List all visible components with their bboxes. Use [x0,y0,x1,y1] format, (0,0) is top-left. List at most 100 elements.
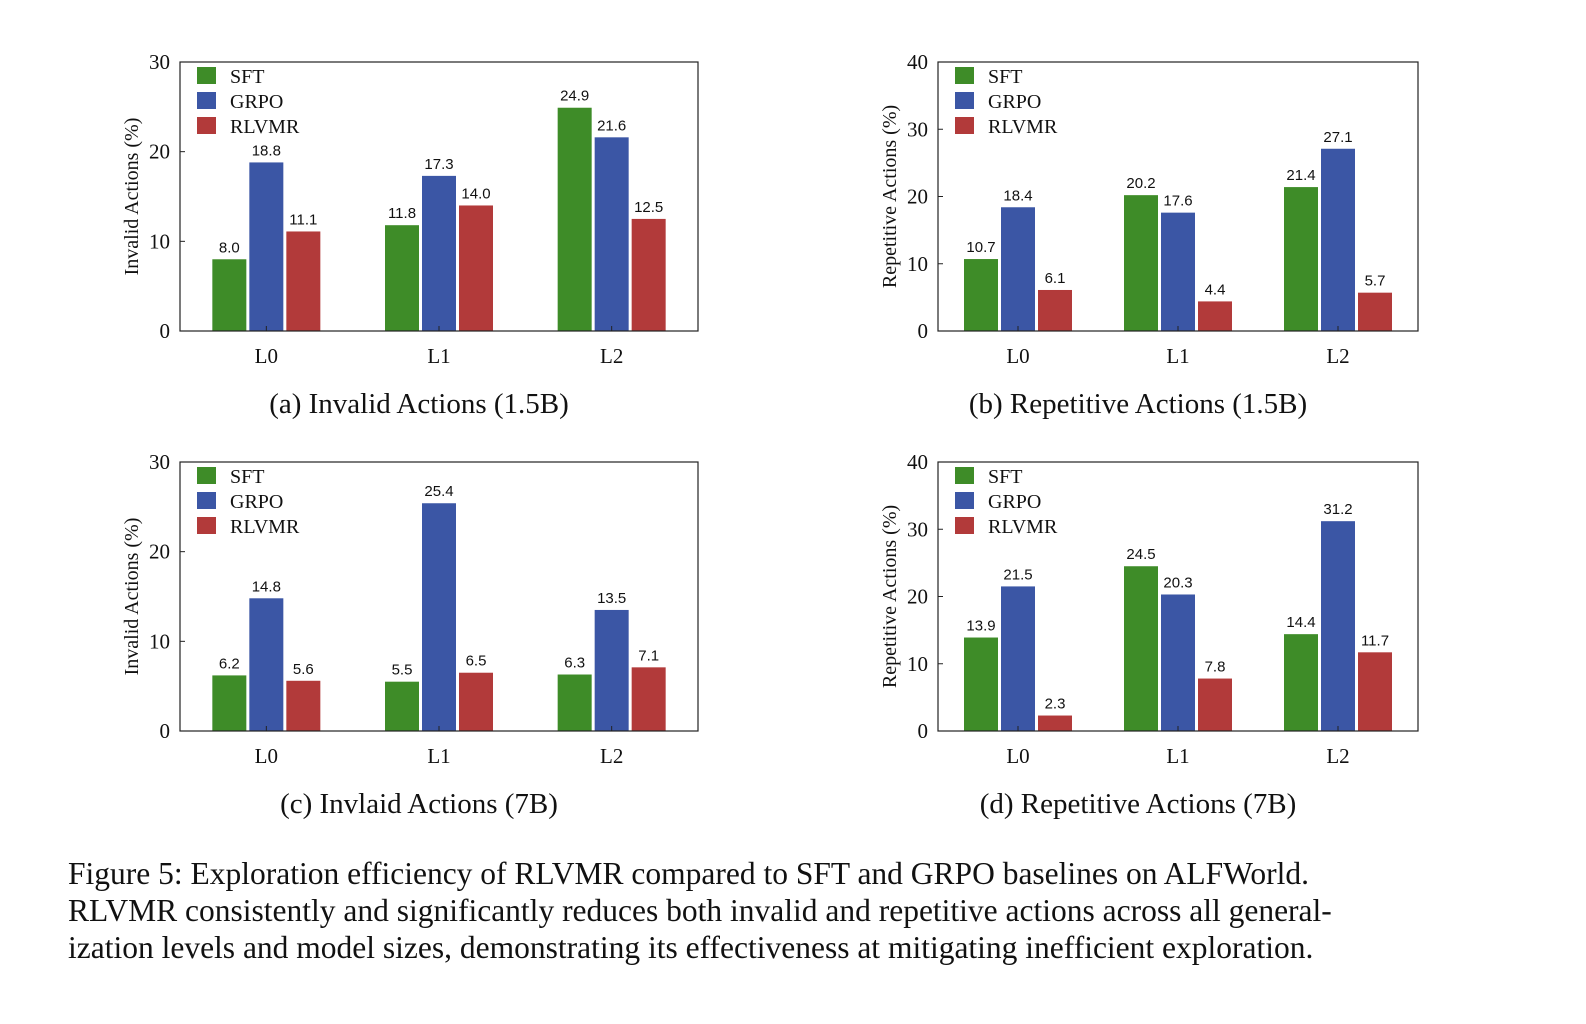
bar-sft-l0 [212,675,247,731]
legend-swatch [197,67,216,84]
bar-value-label: 8.0 [219,239,240,256]
bar-grpo-l2 [1321,521,1355,731]
x-tick-label: L0 [255,744,278,768]
legend-label: SFT [230,466,264,488]
y-tick-label: 30 [149,450,170,474]
x-tick-label: L1 [427,344,450,368]
figure-caption-line: Figure 5: Exploration efficiency of RLVM… [68,856,1310,891]
y-tick-label: 20 [149,140,170,164]
bar-value-label: 21.5 [1003,566,1032,583]
y-tick-label: 10 [907,652,928,676]
legend-swatch [955,67,974,84]
legend-label: GRPO [988,91,1041,113]
y-axis-label: Invalid Actions (%) [121,518,143,676]
x-tick-label: L0 [1006,744,1029,768]
legend-swatch [955,117,974,134]
y-tick-label: 20 [907,585,928,609]
legend-label: SFT [230,66,264,88]
subfigure-caption: (c) Invlaid Actions (7B) [280,788,558,820]
bar-rlvmr-l2 [1358,292,1392,331]
bar-value-label: 2.3 [1045,696,1066,713]
bar-rlvmr-l2 [631,218,666,331]
bar-value-label: 12.5 [634,199,663,216]
bar-value-label: 21.4 [1286,167,1315,184]
bar-value-label: 14.8 [252,578,281,595]
bar-rlvmr-l0 [286,231,321,331]
bar-value-label: 24.9 [560,88,589,105]
bar-grpo-l1 [1161,212,1195,331]
bar-rlvmr-l1 [459,205,493,331]
bar-value-label: 17.6 [1163,193,1192,210]
bar-value-label: 11.8 [388,205,416,222]
figure-caption: Figure 5: Exploration efficiency of RLVM… [68,855,1528,966]
bar-value-label: 25.4 [424,483,453,500]
bar-rlvmr-l1 [459,672,493,731]
y-axis-label: Repetitive Actions (%) [879,505,901,688]
bar-grpo-l0 [249,162,284,331]
bar-sft-l0 [212,259,247,331]
y-tick-label: 10 [149,629,170,653]
legend-swatch [197,117,216,134]
bar-value-label: 13.9 [966,618,995,635]
bar-grpo-l1 [422,503,456,731]
y-tick-label: 0 [918,719,929,743]
bar-rlvmr-l0 [1038,289,1072,331]
bar-sft-l2 [1284,187,1318,331]
bar-value-label: 13.5 [597,590,626,607]
legend-swatch [197,467,216,484]
x-tick-label: L1 [1166,344,1189,368]
legend-label: RLVMR [988,116,1058,138]
y-tick-label: 40 [907,50,928,74]
y-tick-label: 30 [149,50,170,74]
bar-sft-l1 [1124,566,1158,731]
chart-svg: 10.7 18.4 6.1 L0 20.2 17.6 4.4 L1 21.4 27.1 5.7 L2 0… [879,50,1419,368]
bar-value-label: 5.5 [392,662,413,679]
bar-grpo-l0 [249,598,284,731]
bar-rlvmr-l0 [286,680,321,731]
chart-invalid-actions-7b: 6.2 14.8 5.6 L0 5.5 25.4 6.5 L1 6.3 13.5 7.1 L2 0 10 2… [121,450,850,830]
legend-swatch [197,92,216,109]
y-tick-label: 0 [160,319,171,343]
bar-sft-l2 [1284,634,1318,731]
subfigure-caption: (a) Invalid Actions (1.5B) [269,388,569,420]
bar-sft-l1 [1124,195,1158,331]
legend-swatch [197,492,216,509]
y-tick-label: 20 [907,185,928,209]
bar-grpo-l1 [422,175,456,331]
bar-grpo-l0 [1001,586,1035,731]
bar-sft-l2 [557,674,592,731]
y-tick-label: 30 [907,517,928,541]
bar-value-label: 27.1 [1323,129,1352,146]
legend-label: RLVMR [230,516,300,538]
bar-value-label: 4.4 [1205,281,1226,298]
bar-sft-l0 [964,259,998,331]
chart-svg: 8.0 18.8 11.1 L0 11.8 17.3 14.0 L1 24.9 21.6 12.5 L… [121,50,699,368]
legend-swatch [197,517,216,534]
legend-label: GRPO [230,491,283,513]
bar-value-label: 14.0 [461,185,490,202]
x-tick-label: L1 [1166,744,1189,768]
bar-value-label: 6.3 [564,655,585,672]
bar-value-label: 11.1 [289,211,317,228]
bar-value-label: 17.3 [424,156,453,173]
y-tick-label: 20 [149,540,170,564]
bar-grpo-l2 [1321,148,1355,331]
bar-value-label: 6.1 [1045,270,1066,287]
bar-value-label: 24.5 [1126,546,1155,563]
subfigure-caption: (b) Repetitive Actions (1.5B) [968,388,1308,420]
bar-value-label: 6.2 [219,655,240,672]
y-tick-label: 0 [918,319,929,343]
legend-label: SFT [988,466,1022,488]
bar-grpo-l2 [594,137,629,331]
x-tick-label: L2 [600,344,623,368]
chart-repetitive-actions-1-5b: 10.7 18.4 6.1 L0 20.2 17.6 4.4 L1 21.4 27.1 5.7 L2 0… [850,50,1570,430]
figure-caption-line: ization levels and model sizes, demonstr… [68,930,1314,965]
legend-swatch [955,467,974,484]
x-tick-label: L0 [255,344,278,368]
bar-value-label: 7.1 [638,647,659,664]
bar-sft-l0 [964,637,998,731]
chart-repetitive-actions-7b: 13.9 21.5 2.3 L0 24.5 20.3 7.8 L1 14.4 31.2 11.7 L2… [850,450,1570,830]
bar-value-label: 10.7 [966,239,995,256]
legend-swatch [955,92,974,109]
y-tick-label: 40 [907,450,928,474]
